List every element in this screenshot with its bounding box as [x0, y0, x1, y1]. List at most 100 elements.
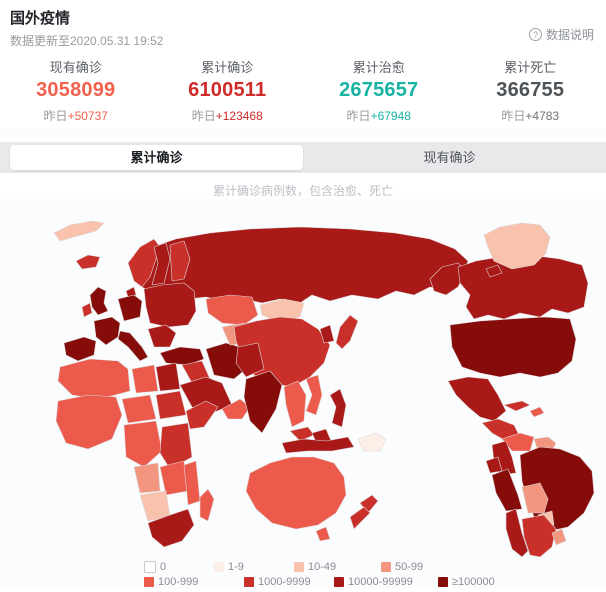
iceland-region[interactable] — [75, 254, 101, 270]
libya-region[interactable] — [131, 364, 159, 394]
australia-region[interactable] — [245, 456, 347, 530]
delta-prefix: 昨日 — [501, 109, 526, 123]
legend-item[interactable]: 0 — [144, 560, 214, 573]
legend-swatch-icon — [214, 561, 224, 572]
west-africa-region[interactable] — [55, 394, 123, 450]
stat-total-deaths: 累计死亡 366755 昨日+4783 — [455, 57, 606, 124]
maghreb-region[interactable] — [57, 358, 131, 400]
mozambique-region[interactable] — [183, 460, 201, 506]
mexico-region[interactable] — [447, 376, 507, 422]
tab-existing-confirmed[interactable]: 现有确诊 — [423, 150, 476, 165]
stat-label: 累计确诊 — [201, 60, 254, 75]
legend-item[interactable]: 1000-9999 — [244, 576, 334, 588]
yemen-oman-region[interactable] — [221, 398, 251, 420]
delta-prefix: 昨日 — [346, 109, 371, 123]
svalbard-region[interactable] — [53, 220, 105, 242]
delta-value: +4783 — [525, 109, 560, 123]
myanmar-thailand-region[interactable] — [283, 380, 307, 428]
east-europe-region[interactable] — [143, 282, 197, 328]
venezuela-region[interactable] — [501, 432, 535, 452]
stat-delta: 昨日+50737 — [0, 107, 152, 124]
denmark-region[interactable] — [125, 286, 137, 298]
legend-label: 100-999 — [158, 575, 199, 588]
kazakhstan-region[interactable] — [205, 294, 259, 326]
new-zealand-south-region[interactable] — [349, 506, 371, 530]
cuba-region[interactable] — [503, 400, 531, 412]
norway-region[interactable] — [127, 238, 161, 288]
ireland-region[interactable] — [81, 302, 93, 318]
indonesia-region[interactable] — [281, 436, 355, 454]
legend-item[interactable]: ≥100000 — [438, 576, 495, 588]
chile-region[interactable] — [505, 508, 529, 558]
sweden-region[interactable] — [151, 242, 171, 286]
germany-region[interactable] — [117, 294, 143, 322]
east-africa-region[interactable] — [159, 422, 193, 470]
legend-item[interactable]: 10000-99999 — [334, 576, 438, 588]
data-notes-link[interactable]: ? 数据说明 — [528, 26, 594, 43]
legend-item[interactable]: 100-999 — [144, 576, 244, 588]
malaysia-region[interactable] — [289, 426, 315, 442]
papua-new-guinea-region[interactable] — [357, 432, 387, 452]
bolivia-region[interactable] — [521, 482, 549, 514]
chad-region[interactable] — [121, 394, 157, 424]
iberia-region[interactable] — [63, 336, 97, 362]
angola-region[interactable] — [133, 462, 161, 494]
world-map-svg — [53, 220, 595, 558]
data-notes-label: 数据说明 — [545, 28, 594, 42]
central-africa-region[interactable] — [123, 420, 163, 468]
legend-swatch-icon — [438, 576, 448, 587]
philippines-region[interactable] — [329, 388, 347, 428]
legend-label: ≥100000 — [452, 575, 495, 588]
legend-label: 50-99 — [395, 560, 424, 573]
delta-value: +123468 — [215, 109, 263, 123]
stat-total-cured: 累计治愈 2675657 昨日+67948 — [303, 57, 455, 124]
finland-region[interactable] — [169, 240, 191, 282]
greenland-region[interactable] — [483, 222, 551, 270]
legend-item[interactable]: 1-9 — [214, 561, 294, 573]
zambia-region[interactable] — [159, 460, 189, 496]
uruguay-region[interactable] — [551, 528, 567, 546]
japan-region[interactable] — [335, 314, 359, 350]
south-africa-region[interactable] — [147, 508, 195, 548]
legend-row: 100-999 1000-9999 10000-99999 ≥100000 — [144, 574, 606, 589]
legend-item[interactable]: 50-99 — [381, 561, 423, 573]
legend-item[interactable]: 10-49 — [294, 561, 381, 573]
india-region[interactable] — [243, 370, 283, 434]
legend-label: 10-49 — [308, 560, 337, 573]
stat-delta: 昨日+67948 — [303, 107, 455, 124]
mongolia-region[interactable] — [259, 298, 305, 322]
delta-prefix: 昨日 — [43, 109, 68, 123]
page-title: 国外疫情 — [10, 10, 71, 27]
stat-value: 6100511 — [188, 79, 267, 101]
stat-delta: 昨日+123468 — [152, 107, 304, 124]
uk-region[interactable] — [89, 286, 109, 316]
hispaniola-region[interactable] — [529, 406, 545, 418]
tasmania-region[interactable] — [315, 526, 331, 542]
egypt-region[interactable] — [155, 362, 181, 392]
stat-value: 366755 — [496, 79, 565, 101]
page-header: 国外疫情 数据更新至2020.05.31 19:52 ? 数据说明 — [0, 0, 606, 51]
madagascar-region[interactable] — [199, 488, 215, 522]
pakistan-afghanistan-region[interactable] — [235, 342, 265, 378]
stat-total-confirmed: 累计确诊 6100511 昨日+123468 — [152, 57, 304, 124]
vietnam-region[interactable] — [305, 374, 323, 416]
stat-label: 累计治愈 — [352, 60, 405, 75]
legend-swatch-icon — [144, 576, 154, 587]
map-subtitle: 累计确诊病例数，包含治愈、死亡 — [212, 184, 393, 198]
balkans-region[interactable] — [147, 324, 177, 348]
sudan-region[interactable] — [155, 390, 187, 420]
arctic-island-region[interactable] — [485, 264, 503, 278]
tab-total-confirmed[interactable]: 累计确诊 — [10, 145, 303, 170]
question-circle-icon: ? — [528, 28, 542, 41]
legend-swatch-icon — [294, 561, 304, 572]
update-time: 数据更新至2020.05.31 19:52 — [10, 34, 164, 48]
turkey-region[interactable] — [159, 346, 205, 366]
usa-region[interactable] — [449, 316, 577, 378]
france-region[interactable] — [93, 316, 121, 346]
horn-of-africa-region[interactable] — [185, 400, 219, 430]
map-legend: 0 1-9 10-49 50-99 100-999 1000-9999 10000-999… — [0, 559, 606, 589]
peru-region[interactable] — [491, 468, 523, 512]
italy-region[interactable] — [117, 330, 149, 362]
argentina-region[interactable] — [521, 514, 557, 558]
korea-region[interactable] — [319, 324, 335, 344]
